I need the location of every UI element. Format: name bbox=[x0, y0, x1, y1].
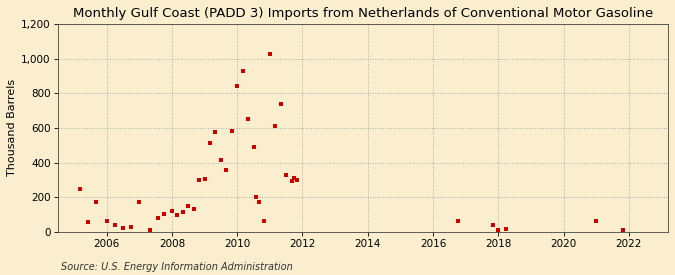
Point bbox=[159, 211, 169, 216]
Point bbox=[117, 225, 128, 230]
Point bbox=[265, 52, 275, 56]
Point bbox=[134, 200, 144, 205]
Point bbox=[194, 178, 205, 182]
Point bbox=[126, 224, 136, 229]
Point bbox=[501, 227, 512, 232]
Point bbox=[618, 228, 628, 232]
Point bbox=[109, 223, 120, 227]
Point bbox=[493, 228, 504, 232]
Point bbox=[452, 218, 463, 223]
Point bbox=[259, 218, 270, 223]
Point bbox=[101, 218, 112, 223]
Point bbox=[183, 204, 194, 208]
Point bbox=[90, 199, 101, 204]
Point bbox=[172, 213, 183, 218]
Point bbox=[286, 178, 297, 183]
Point bbox=[292, 178, 302, 182]
Point bbox=[144, 228, 155, 232]
Point bbox=[242, 117, 253, 121]
Point bbox=[487, 223, 498, 227]
Point bbox=[250, 195, 261, 199]
Point bbox=[199, 177, 210, 181]
Point bbox=[248, 145, 259, 149]
Point bbox=[153, 216, 163, 220]
Point bbox=[270, 124, 281, 128]
Point bbox=[82, 220, 93, 224]
Point bbox=[232, 84, 242, 89]
Point bbox=[221, 168, 232, 172]
Point bbox=[226, 129, 237, 134]
Point bbox=[210, 130, 221, 134]
Point bbox=[188, 207, 199, 211]
Point bbox=[591, 219, 601, 224]
Point bbox=[254, 199, 265, 204]
Point bbox=[275, 102, 286, 107]
Point bbox=[167, 209, 178, 213]
Point bbox=[215, 158, 226, 162]
Text: Source: U.S. Energy Information Administration: Source: U.S. Energy Information Administ… bbox=[61, 262, 292, 272]
Y-axis label: Thousand Barrels: Thousand Barrels bbox=[7, 79, 17, 177]
Point bbox=[281, 172, 292, 177]
Point bbox=[289, 176, 300, 180]
Title: Monthly Gulf Coast (PADD 3) Imports from Netherlands of Conventional Motor Gasol: Monthly Gulf Coast (PADD 3) Imports from… bbox=[73, 7, 653, 20]
Point bbox=[238, 68, 248, 73]
Point bbox=[205, 141, 215, 146]
Point bbox=[178, 210, 188, 214]
Point bbox=[74, 187, 85, 192]
